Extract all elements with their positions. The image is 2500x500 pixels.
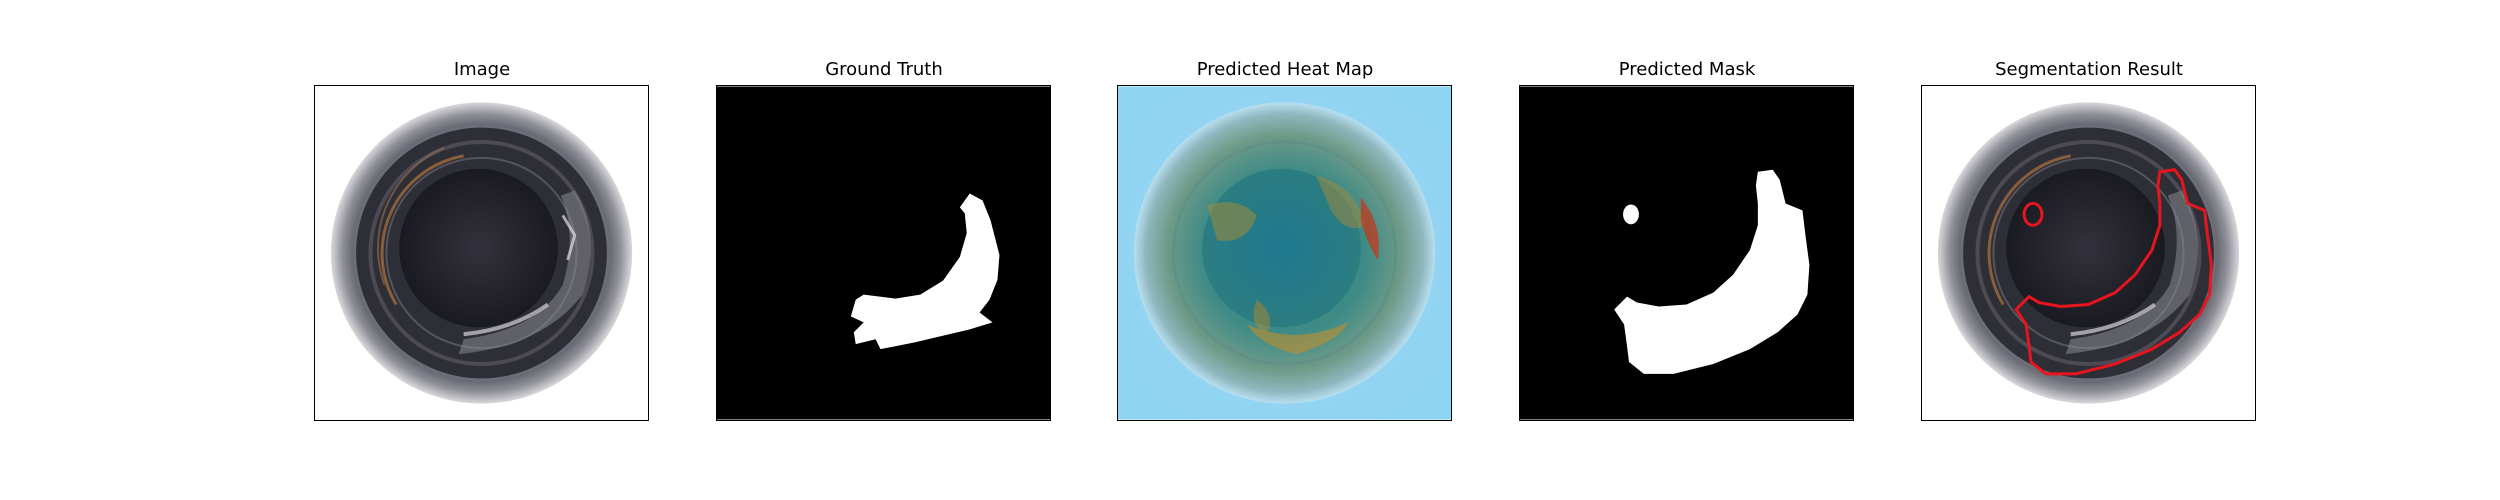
image-panel — [314, 85, 649, 421]
segmentation-overlay — [1922, 86, 2255, 420]
segmentation-result-panel — [1921, 85, 2256, 421]
contour-large — [2014, 168, 2213, 376]
ground-truth-mask — [717, 86, 1050, 420]
heat-map-image — [1118, 86, 1451, 420]
bottle-image — [315, 86, 648, 420]
contour-small — [2022, 201, 2044, 227]
heat-map-panel — [1117, 85, 1452, 421]
panel-title-ground-truth: Ground Truth — [825, 59, 943, 80]
panel-title-heat-map: Predicted Heat Map — [1196, 59, 1374, 80]
panel-title-image: Image — [453, 59, 511, 80]
panel-title-segmentation-result: Segmentation Result — [1995, 59, 2183, 80]
ground-truth-panel — [716, 85, 1051, 421]
predicted-mask — [1520, 86, 1853, 420]
panel-title-predicted-mask: Predicted Mask — [1618, 59, 1756, 80]
predicted-mask-panel — [1519, 85, 1854, 421]
